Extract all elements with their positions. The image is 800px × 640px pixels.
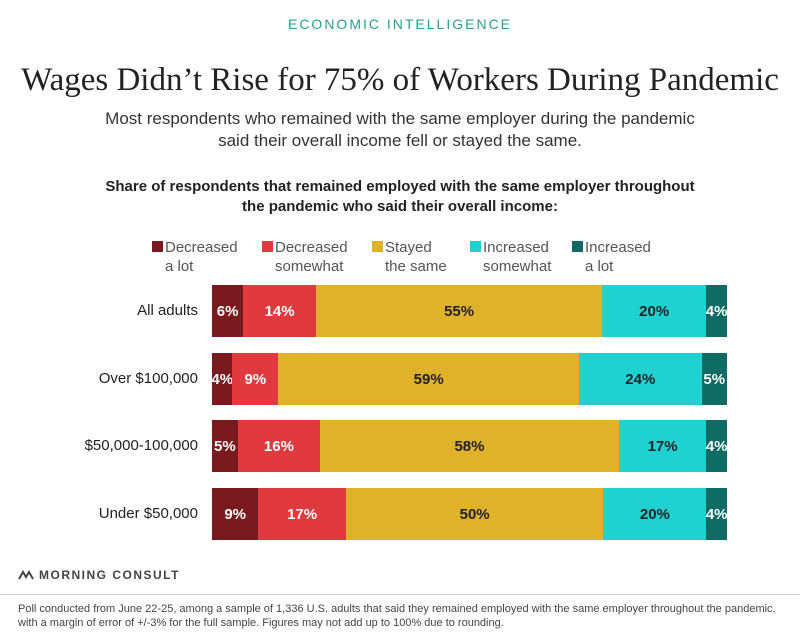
bar-segment: 20% [602,285,707,337]
bar-segment: 14% [243,285,317,337]
data-label: 24% [625,370,656,388]
data-label: 9% [224,505,247,523]
bar-segment: 16% [237,420,321,472]
kicker: ECONOMIC INTELLIGENCE [287,16,513,32]
data-label: 4% [212,370,233,388]
footnote: Poll conducted from June 22-25, among a … [18,603,776,629]
bar-segment: 58% [320,420,619,472]
data-label: 9% [244,370,267,388]
bar-segment: 5% [701,353,727,405]
bar-segment: 4% [706,420,727,472]
data-label: 4% [706,302,727,320]
morning-consult-logo-icon [18,570,34,580]
data-label: 50% [459,505,490,523]
question-text: Share of respondents that remained emplo… [105,178,695,215]
chart-title: Wages Didn’t Rise for 75% of Workers Dur… [21,62,779,98]
bar-segment: 17% [258,488,346,540]
legend-swatch [372,241,383,252]
data-label: 5% [214,437,236,455]
data-label: 20% [639,302,670,320]
bar-segment: 59% [278,353,580,405]
legend-label: Decreased somewhat [275,239,348,275]
data-label: 14% [264,302,295,320]
bar-segment: 20% [603,488,707,540]
brand: MORNING CONSULT [18,568,180,582]
data-label: 4% [706,505,727,523]
data-label: 59% [413,370,444,388]
chart-subtitle: Most respondents who remained with the s… [105,109,695,150]
bar-segment: 17% [618,420,707,472]
legend-swatch [470,241,481,252]
bar-segment: 9% [232,353,279,405]
bar-segment: 55% [316,285,603,337]
legend-swatch [152,241,163,252]
row-label: $50,000-100,000 [84,437,198,454]
bar-segment: 6% [212,285,244,337]
data-label: 6% [216,302,239,320]
legend-label: Stayed the same [385,239,447,275]
legend-label: Decreased a lot [165,239,238,275]
footer-divider [0,594,800,595]
data-label: 55% [444,302,475,320]
data-label: 20% [639,505,670,523]
legend-label: Increased somewhat [483,239,552,275]
bar-segment: 50% [345,488,604,540]
bar-segment: 24% [579,353,702,405]
bar-segment: 4% [706,488,727,540]
bar-segment: 4% [706,285,727,337]
legend-swatch [262,241,273,252]
data-label: 58% [454,437,485,455]
row-label: Over $100,000 [98,370,198,387]
legend-swatch [572,241,583,252]
data-label: 4% [706,437,727,455]
data-label: 17% [647,437,678,455]
brand-label: MORNING CONSULT [39,568,180,582]
data-label: 17% [287,505,318,523]
bar-segment: 9% [212,488,259,540]
bar-segment: 4% [212,353,233,405]
data-label: 5% [703,370,726,388]
legend-label: Increased a lot [585,239,651,275]
bar-segment: 5% [212,420,238,472]
data-label: 16% [263,437,294,455]
row-label: All adults [137,302,198,319]
row-label: Under $50,000 [98,505,198,522]
